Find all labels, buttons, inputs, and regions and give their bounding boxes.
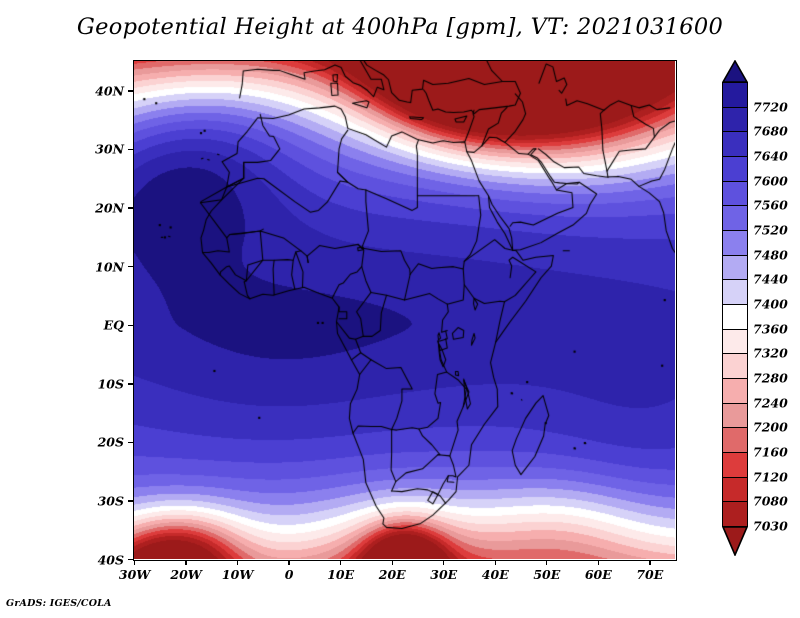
x-axis-label: 60E <box>584 567 612 582</box>
colorbar-tick-label: 7030 <box>753 518 788 534</box>
colorbar-tick-label: 7720 <box>753 99 788 115</box>
colorbar-swatch[interactable] <box>722 82 748 109</box>
x-axis-label: 50E <box>533 567 561 582</box>
x-axis-label: 10E <box>327 567 355 582</box>
x-axis-tick <box>185 560 187 565</box>
y-axis-label: 30N <box>95 141 124 157</box>
contour-field-canvas <box>134 61 675 559</box>
colorbar-swatch[interactable] <box>722 452 748 479</box>
colorbar-tick-label: 7520 <box>753 222 788 238</box>
x-axis-label: 20W <box>170 567 202 582</box>
colorbar-swatch[interactable] <box>722 353 748 380</box>
x-axis-label: 70E <box>636 567 664 582</box>
colorbar-tick-label: 7680 <box>753 123 788 139</box>
x-axis-tick <box>236 560 239 565</box>
colorbar-swatch[interactable] <box>722 205 748 232</box>
colorbar-swatch[interactable] <box>722 156 748 183</box>
y-axis-tick <box>128 558 133 561</box>
colorbar-tick-label: 7280 <box>753 370 788 386</box>
y-axis-label: 10N <box>95 259 124 275</box>
colorbar-tick-label: 7080 <box>753 493 788 509</box>
x-axis-tick <box>391 560 393 565</box>
x-axis-label: 30E <box>430 567 458 582</box>
y-axis-label: 20S <box>97 434 124 450</box>
colorbar-tick-label: 7160 <box>753 444 788 460</box>
colorbar-swatch[interactable] <box>722 106 748 133</box>
colorbar-tick-label: 7400 <box>753 296 788 312</box>
colorbar-swatch[interactable] <box>722 279 748 306</box>
x-axis-tick <box>649 560 651 565</box>
x-axis-label: 0 <box>284 567 294 582</box>
y-axis-tick <box>128 265 133 268</box>
colorbar-swatch[interactable] <box>722 230 748 257</box>
colorbar-swatch[interactable] <box>722 254 748 281</box>
y-axis-label: 40S <box>97 552 124 568</box>
y-axis-tick <box>128 148 133 151</box>
colorbar-swatch[interactable] <box>722 304 748 331</box>
colorbar-swatch[interactable] <box>722 328 748 355</box>
colorbar-arrow-bottom <box>721 526 749 558</box>
colorbar-swatch[interactable] <box>722 180 748 207</box>
colorbar-tick-label: 7360 <box>753 321 788 337</box>
colorbar-swatch[interactable] <box>722 131 748 158</box>
footer-credit: GrADS: IGES/COLA <box>6 598 112 609</box>
colorbar-tick-label: 7240 <box>753 395 788 411</box>
colorbar-tick-label: 7560 <box>753 197 788 213</box>
map-plot-area[interactable] <box>133 60 677 561</box>
colorbar[interactable]: 7720 7680 7640 7600 7560 7520 7480 7440 7400 7360… <box>721 59 788 558</box>
x-axis-label: 40E <box>481 567 509 582</box>
x-axis-tick <box>494 560 496 565</box>
y-axis-tick <box>128 441 133 444</box>
y-axis-label: 40N <box>95 83 124 99</box>
colorbar-tick-label: 7320 <box>753 345 788 361</box>
x-axis-label: 20E <box>378 567 406 582</box>
colorbar-tick-label: 7480 <box>753 247 788 263</box>
colorbar-arrow-top <box>721 59 749 83</box>
x-axis-tick <box>288 560 290 565</box>
y-axis-tick <box>128 90 133 92</box>
y-axis-label: 10S <box>97 376 124 392</box>
y-axis-tick <box>128 207 133 209</box>
x-axis-tick <box>339 560 342 565</box>
colorbar-tick-label: 7120 <box>753 469 788 485</box>
colorbar-tick-label: 7200 <box>753 419 788 435</box>
y-axis-label: 30S <box>97 493 124 509</box>
page-title: Geopotential Height at 400hPa [gpm], VT:… <box>76 14 724 40</box>
x-axis-label: 30W <box>118 567 151 582</box>
y-axis-label: 20N <box>95 200 124 216</box>
colorbar-swatch[interactable] <box>722 378 748 405</box>
y-axis-tick <box>128 500 133 502</box>
y-axis-label: EQ <box>103 317 124 333</box>
x-axis-tick <box>546 560 548 565</box>
colorbar-tick-label: 7640 <box>753 148 788 164</box>
x-axis-label: 10W <box>221 567 254 582</box>
x-axis-tick <box>597 560 599 565</box>
x-axis-tick <box>133 560 136 565</box>
colorbar-swatch[interactable] <box>722 501 748 528</box>
y-axis-tick <box>128 383 133 385</box>
colorbar-swatch[interactable] <box>722 427 748 454</box>
x-axis-tick <box>443 560 445 565</box>
colorbar-tick-label: 7440 <box>753 271 788 287</box>
y-axis-tick <box>128 324 133 326</box>
colorbar-swatch[interactable] <box>722 402 748 429</box>
colorbar-swatch[interactable] <box>722 476 748 503</box>
colorbar-tick-label: 7600 <box>753 173 788 189</box>
